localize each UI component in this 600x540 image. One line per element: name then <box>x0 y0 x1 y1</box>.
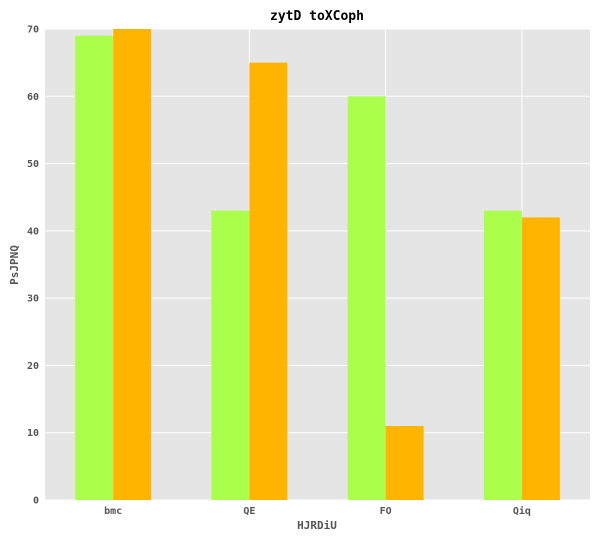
bar <box>75 35 114 500</box>
x-tick-label: bmc <box>104 506 122 517</box>
x-axis-ticks: bmc QE FO Qiq <box>104 505 531 517</box>
y-tick-label: 60 <box>27 92 39 103</box>
y-axis-ticks: 0 10 20 30 40 50 60 70 <box>27 25 39 507</box>
y-tick-label: 0 <box>33 496 39 507</box>
y-tick-label: 20 <box>27 361 39 372</box>
y-tick-label: 10 <box>27 428 39 439</box>
x-tick-label: Qiq <box>513 505 531 517</box>
bar <box>385 425 424 500</box>
y-tick-label: 40 <box>27 226 39 237</box>
y-tick-label: 70 <box>27 25 39 36</box>
bar <box>113 29 152 500</box>
bars <box>75 29 560 501</box>
bar <box>483 210 522 500</box>
y-axis-label: PsJPNQ <box>8 245 21 285</box>
y-tick-label: 50 <box>27 159 39 170</box>
x-tick-label: QE <box>243 506 255 517</box>
chart-title: zytD toXCoph <box>270 9 364 24</box>
bar <box>211 210 250 500</box>
bar <box>521 217 560 500</box>
bar <box>347 96 386 501</box>
x-tick-label: FO <box>380 506 392 517</box>
bar <box>249 62 288 501</box>
y-tick-label: 30 <box>27 294 39 305</box>
x-axis-label: HJRDiU <box>297 519 337 532</box>
